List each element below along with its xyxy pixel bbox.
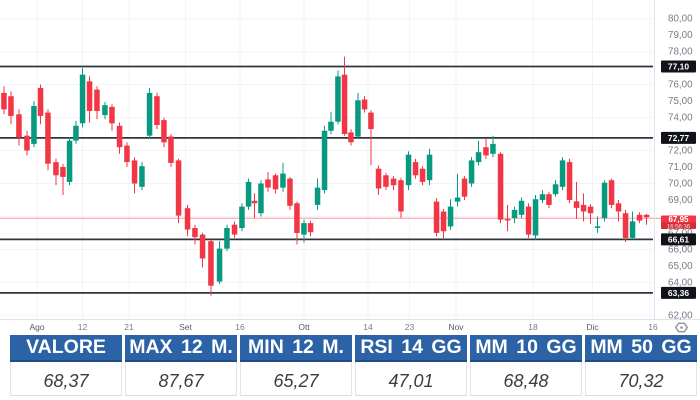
svg-text:Nov: Nov xyxy=(448,322,464,332)
svg-text:Dic: Dic xyxy=(586,322,599,332)
svg-text:66,00: 66,00 xyxy=(668,244,693,255)
svg-text:62,00: 62,00 xyxy=(668,310,693,321)
svg-text:76,00: 76,00 xyxy=(668,80,693,91)
svg-text:75,00: 75,00 xyxy=(668,96,693,107)
svg-text:66,61: 66,61 xyxy=(668,234,690,244)
svg-text:70,00: 70,00 xyxy=(668,179,693,190)
svg-text:72,77: 72,77 xyxy=(668,133,690,143)
svg-text:16:56:36: 16:56:36 xyxy=(667,224,691,230)
svg-text:72,00: 72,00 xyxy=(668,146,693,157)
svg-text:18: 18 xyxy=(528,322,538,332)
svg-text:71,00: 71,00 xyxy=(668,162,693,173)
svg-text:78,00: 78,00 xyxy=(668,47,693,58)
svg-text:69,00: 69,00 xyxy=(668,195,693,206)
svg-text:16: 16 xyxy=(648,322,658,332)
svg-text:14: 14 xyxy=(363,322,373,332)
svg-text:21: 21 xyxy=(124,322,134,332)
svg-text:67,95: 67,95 xyxy=(668,215,689,224)
svg-text:64,00: 64,00 xyxy=(668,277,693,288)
svg-text:Ago: Ago xyxy=(29,322,44,332)
svg-text:Ott: Ott xyxy=(298,322,310,332)
svg-text:79,00: 79,00 xyxy=(668,30,693,41)
svg-text:Set: Set xyxy=(179,322,192,332)
svg-text:77,10: 77,10 xyxy=(668,62,690,72)
svg-text:12: 12 xyxy=(78,322,88,332)
svg-text:63,36: 63,36 xyxy=(668,288,690,298)
svg-text:80,00: 80,00 xyxy=(668,14,693,25)
svg-text:16: 16 xyxy=(235,322,245,332)
svg-text:74,00: 74,00 xyxy=(668,113,693,124)
svg-text:65,00: 65,00 xyxy=(668,261,693,272)
svg-text:23: 23 xyxy=(405,322,415,332)
